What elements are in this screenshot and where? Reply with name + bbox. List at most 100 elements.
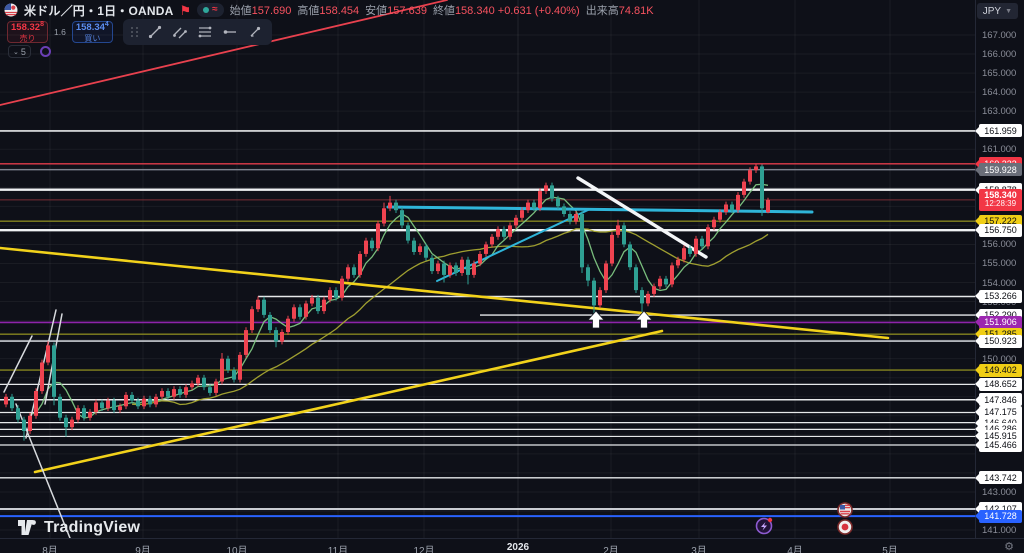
candle-body [736, 194, 740, 211]
time-axis-label[interactable]: 2026 [506, 542, 530, 553]
time-axis[interactable]: ⚙ 8月 9月 10月 11月 12月 2026 2月 3月 4月 5月 [0, 538, 1024, 553]
gear-icon[interactable]: ⚙ [1004, 541, 1014, 553]
candle-body [634, 267, 638, 291]
candle-body [460, 259, 464, 273]
bar-countdown: 12:28:39 [984, 199, 1017, 209]
up-arrow-marker[interactable] [587, 310, 605, 329]
price-level-badge[interactable]: 147.175 [975, 405, 1022, 419]
candle-body [142, 398, 146, 407]
parallel-channel-tool-icon[interactable] [172, 24, 189, 41]
price-level-badge[interactable]: 148.652 [975, 377, 1022, 391]
yellow-descending-line[interactable] [0, 246, 890, 340]
candle-body [520, 210, 524, 218]
price-level-badge[interactable]: 147.846 [975, 393, 1022, 407]
candle-body [754, 166, 758, 171]
indicator-wave-icon: ≈ [212, 4, 218, 15]
current-price-badge[interactable]: 158.340 12:28:39 [979, 188, 1022, 211]
candle-body [472, 263, 476, 275]
candle-body [742, 181, 746, 195]
price-tick-label: 156.000 [982, 239, 1017, 251]
time-axis-label[interactable]: 4月 [787, 546, 803, 553]
candle-body [154, 396, 158, 405]
candle-body [34, 391, 38, 416]
tradingview-watermark: TradingView [18, 518, 140, 537]
fib-retracement-tool-icon[interactable] [197, 24, 214, 41]
price-tick-label: 163.000 [982, 106, 1017, 118]
trend-line-tool-icon[interactable] [147, 24, 164, 41]
candle-body [100, 402, 104, 409]
candle-body [346, 267, 350, 279]
candle-body [382, 208, 386, 224]
price-level-badge[interactable]: 145.466 [975, 438, 1022, 452]
time-axis-label[interactable]: 10月 [226, 546, 248, 553]
time-axis-label[interactable]: 11月 [327, 546, 349, 553]
candle-body [52, 345, 56, 397]
candle-body [766, 199, 770, 213]
sync-drawings-icon[interactable] [39, 46, 51, 57]
candle-body [394, 202, 398, 211]
indicator-legend-pill[interactable]: ≈ [197, 3, 224, 17]
drawing-toolbar [122, 19, 272, 45]
flag-bookmark-icon[interactable]: ⚑ [179, 2, 192, 18]
candle-body [412, 240, 416, 252]
time-axis-label[interactable]: 12月 [413, 546, 435, 553]
candle-body [328, 290, 332, 300]
buy-button[interactable]: 158.344 買い [71, 21, 113, 43]
candle-body [178, 389, 182, 395]
candle-body [166, 391, 170, 397]
time-axis-label[interactable]: 8月 [42, 546, 58, 553]
candle-body [220, 358, 224, 382]
chart-subtoolbar: ⌄ 5 [8, 45, 51, 58]
cyan-horizontal-line[interactable] [386, 205, 814, 214]
price-tick-label: 154.000 [982, 277, 1017, 289]
white-segment-a[interactable] [3, 335, 33, 393]
info-line-tool-icon[interactable] [247, 24, 264, 41]
price-level-badge[interactable]: 143.742 [975, 471, 1022, 485]
sell-button[interactable]: 158.328 売り [7, 21, 48, 43]
candle-body [604, 263, 608, 291]
price-level-badge[interactable]: 161.959 [975, 124, 1022, 138]
price-axis[interactable]: 167.000 166.000 165.000 164.000 163.000 161.0… [975, 0, 1024, 538]
candle-body [598, 290, 602, 306]
currency-selector-button[interactable]: JPY ▼ [976, 3, 1018, 19]
candle-body [298, 307, 302, 317]
candle-body [676, 259, 680, 266]
price-level-badge[interactable]: 150.923 [975, 334, 1022, 348]
candle-body [406, 225, 410, 241]
price-level-badge[interactable]: 156.750 [975, 223, 1022, 237]
time-axis-label[interactable]: 5月 [882, 546, 898, 553]
candle-body [574, 214, 578, 222]
candle-body [724, 204, 728, 213]
white-descending-line[interactable] [576, 176, 708, 259]
candle-body [232, 370, 236, 380]
lightning-bolt-icon [761, 522, 767, 531]
horizontal-ray-tool-icon[interactable] [222, 24, 239, 41]
current-price-value: 158.340 [984, 189, 1017, 200]
candle-body [616, 225, 620, 235]
red-ascending-line[interactable] [0, 0, 448, 106]
tradingview-logo-icon [18, 520, 36, 535]
price-level-badge[interactable]: 153.266 [975, 289, 1022, 303]
candle-body [58, 396, 62, 418]
candle-body [646, 293, 650, 304]
candle-body [268, 314, 272, 331]
price-level-badge[interactable]: 141.728 [975, 509, 1022, 523]
drag-handle-icon[interactable] [130, 27, 139, 37]
price-tick-label: 150.000 [982, 353, 1017, 365]
time-axis-label[interactable]: 9月 [135, 546, 151, 553]
candle-body [550, 185, 554, 199]
up-arrow-marker[interactable] [635, 310, 653, 329]
time-axis-label[interactable]: 3月 [691, 546, 707, 553]
drawings-count-dropdown[interactable]: ⌄ 5 [8, 45, 31, 58]
time-axis-label[interactable]: 2月 [603, 546, 619, 553]
price-level-badge[interactable]: 151.906 [975, 315, 1022, 329]
candle-body [670, 265, 674, 285]
price-level-badge[interactable]: 149.402 [975, 363, 1022, 377]
price-level-badge[interactable]: 159.928 [975, 163, 1022, 177]
candlestick-chart-canvas[interactable] [0, 0, 975, 538]
symbol-title[interactable]: 米ドル／円・1日・OANDA [24, 3, 174, 18]
candle-body [256, 299, 260, 310]
candle-body [106, 400, 110, 409]
yellow-ascending-line[interactable] [33, 329, 664, 474]
candle-body [712, 219, 716, 228]
